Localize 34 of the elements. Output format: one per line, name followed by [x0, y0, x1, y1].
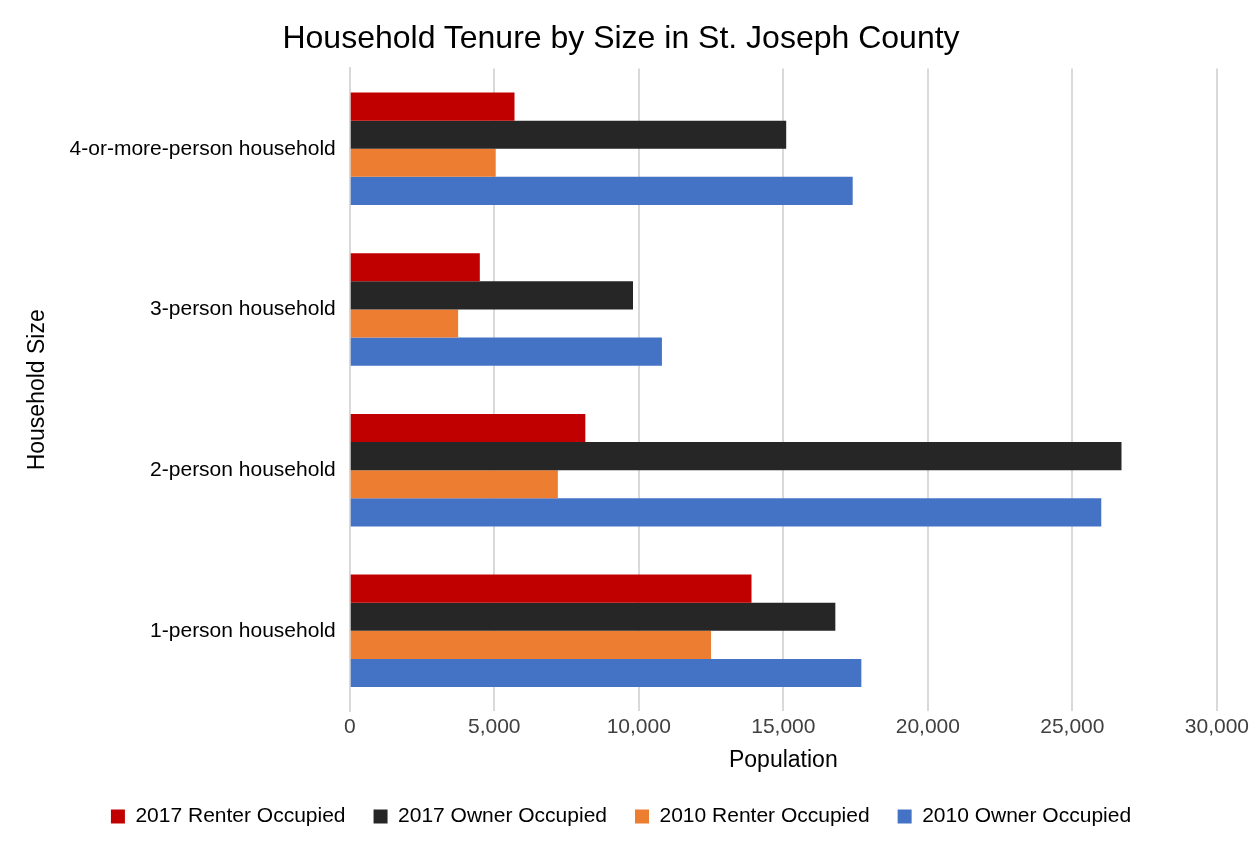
bar	[350, 148, 496, 177]
bar	[350, 602, 836, 631]
bar	[350, 442, 1122, 471]
chart-title: Household Tenure by Size in St. Joseph County	[282, 19, 960, 56]
y-tick-label: 3-person household	[150, 296, 336, 320]
bar	[350, 281, 634, 310]
bar	[350, 176, 853, 205]
legend-label: 2010 Renter Occupied	[659, 803, 870, 827]
bar	[350, 92, 515, 121]
bar	[350, 120, 787, 149]
legend-label: 2017 Owner Occupied	[398, 803, 608, 827]
bar	[350, 309, 459, 338]
y-axis-title: Household Size	[23, 309, 50, 471]
x-tick-label: 5,000	[467, 713, 521, 737]
x-tick-label: 25,000	[1040, 713, 1105, 737]
bar	[350, 498, 1102, 527]
bar	[350, 658, 862, 688]
legend-label: 2010 Owner Occupied	[922, 803, 1132, 827]
bar	[350, 253, 480, 282]
x-axis-title: Population	[728, 745, 838, 772]
bar	[350, 630, 712, 659]
x-tick-label: 20,000	[895, 713, 960, 737]
y-tick-label: 1-person household	[150, 617, 336, 641]
y-tick-label: 2-person household	[150, 456, 336, 480]
x-tick-label: 30,000	[1184, 713, 1249, 737]
x-tick-label: 10,000	[606, 713, 671, 737]
bar	[350, 337, 662, 366]
y-tick-label: 4-or-more-person household	[69, 135, 336, 159]
bar	[350, 413, 586, 443]
x-tick-label: 0	[343, 713, 356, 737]
bar	[350, 574, 752, 603]
bar	[350, 470, 558, 499]
x-tick-label: 15,000	[751, 713, 816, 737]
legend-label: 2017 Renter Occupied	[135, 803, 346, 827]
